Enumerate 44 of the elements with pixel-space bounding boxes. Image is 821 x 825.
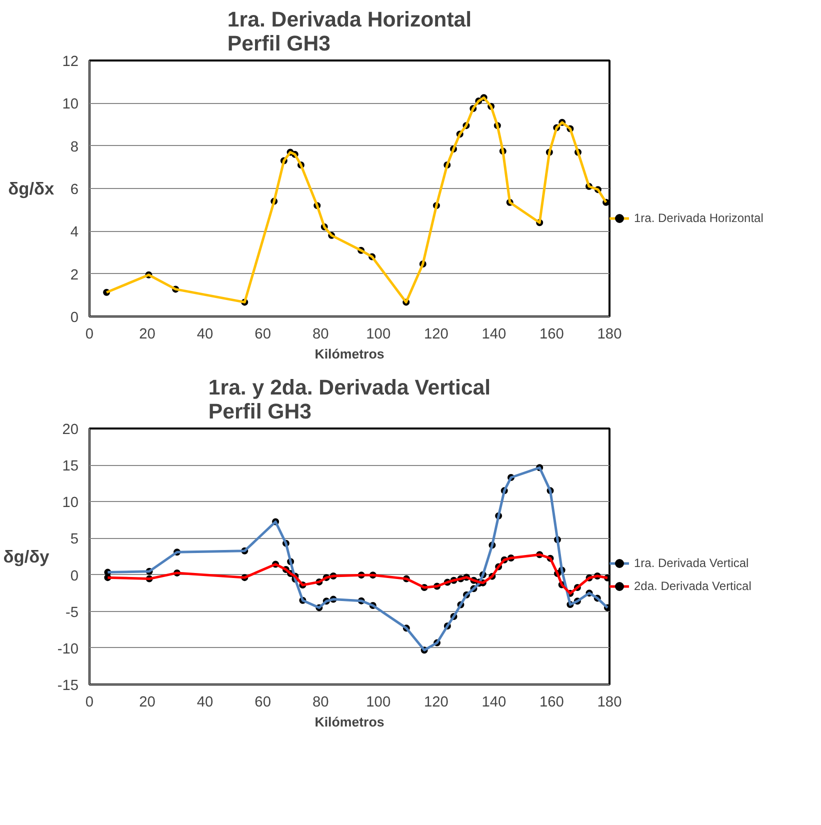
y-axis-title: δg/δx: [8, 178, 55, 198]
y-tick-label: 2: [70, 267, 79, 284]
x-tick-label: 80: [312, 326, 329, 342]
x-tick-label: 140: [482, 326, 506, 342]
x-tick-label: 160: [539, 694, 564, 710]
x-tick-label: 80: [312, 694, 329, 710]
x-axis-title: Kilómetros: [314, 346, 384, 362]
x-tick-label: 0: [85, 326, 94, 342]
x-tick-label: 20: [139, 694, 156, 710]
legend-label: 2da. Derivada Vertical: [634, 579, 752, 593]
chart-title: 1ra. y 2da. Derivada Vertical Perfil GH3: [208, 376, 491, 424]
x-axis-title: Kilómetros: [314, 714, 384, 730]
x-tick-label: 100: [366, 326, 391, 342]
x-tick-label: 40: [196, 694, 214, 710]
x-tick-label: 100: [366, 694, 391, 710]
y-tick-label: -15: [57, 678, 79, 694]
y-tick-label: 10: [62, 495, 79, 512]
y-tick-label: 15: [62, 458, 79, 475]
y-tick-label: 5: [70, 532, 79, 548]
chart-title: 1ra. Derivada Horizontal Perfil GH3: [227, 8, 472, 56]
x-tick-label: 140: [482, 694, 506, 710]
y-tick-label: -10: [57, 641, 79, 658]
x-tick-label: 60: [254, 694, 271, 710]
x-tick-label: 0: [85, 694, 94, 710]
legend-label: 1ra. Derivada Horizontal: [634, 211, 764, 225]
y-axis-title: δg/δy: [3, 546, 50, 566]
x-tick-label: 120: [424, 326, 448, 342]
y-tick-label: 0: [70, 310, 79, 326]
x-tick-label: 60: [254, 326, 271, 342]
x-tick-label: 160: [539, 326, 564, 342]
x-tick-label: 40: [196, 326, 214, 342]
y-tick-label: 10: [62, 96, 79, 113]
y-tick-label: 20: [62, 422, 79, 438]
x-tick-label: 180: [597, 326, 622, 342]
y-tick-label: -5: [65, 604, 79, 621]
x-tick-label: 20: [139, 326, 156, 342]
y-tick-label: 12: [62, 54, 79, 70]
x-tick-label: 180: [597, 694, 622, 710]
legend-label: 1ra. Derivada Vertical: [634, 556, 749, 570]
y-tick-label: 8: [70, 139, 79, 156]
y-tick-label: 4: [70, 224, 79, 241]
x-tick-label: 120: [424, 694, 448, 710]
y-tick-label: 6: [70, 182, 79, 198]
y-tick-label: 0: [70, 568, 79, 584]
